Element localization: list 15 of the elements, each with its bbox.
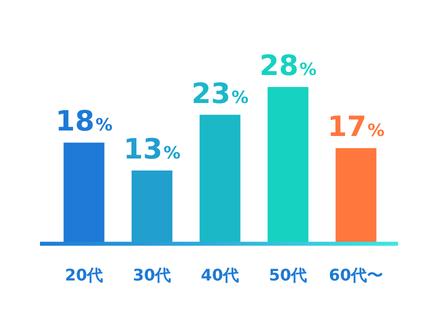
data-label: 28% bbox=[260, 48, 317, 82]
bar bbox=[268, 86, 308, 243]
data-label: 17% bbox=[328, 110, 385, 144]
data-label: 13% bbox=[124, 132, 181, 166]
x-tick-label: 30代 bbox=[132, 266, 172, 285]
x-tick-label: 20代 bbox=[64, 266, 104, 285]
x-tick-label: 50代 bbox=[268, 266, 308, 285]
bar bbox=[64, 142, 104, 243]
data-label: 23% bbox=[192, 76, 249, 110]
x-tick-label: 60代〜 bbox=[328, 266, 384, 285]
data-label: 18% bbox=[56, 104, 113, 138]
bar bbox=[200, 114, 240, 243]
x-tick-label: 40代 bbox=[200, 266, 240, 285]
bar bbox=[132, 170, 172, 243]
bar bbox=[336, 148, 376, 243]
